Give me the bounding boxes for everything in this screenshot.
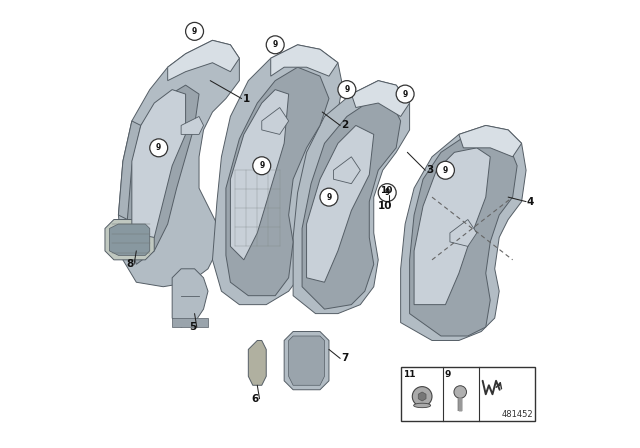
- Polygon shape: [307, 125, 374, 282]
- Text: 11: 11: [403, 370, 415, 379]
- Text: 481452: 481452: [502, 410, 534, 419]
- Text: 9: 9: [445, 370, 451, 379]
- Text: 9: 9: [259, 161, 264, 170]
- Polygon shape: [419, 392, 426, 401]
- Polygon shape: [410, 134, 517, 336]
- Polygon shape: [172, 318, 208, 327]
- Bar: [401, 367, 535, 421]
- Text: 9: 9: [385, 188, 390, 197]
- Circle shape: [150, 139, 168, 157]
- Circle shape: [186, 22, 204, 40]
- Polygon shape: [118, 40, 239, 287]
- Circle shape: [266, 36, 284, 54]
- Text: 8: 8: [126, 259, 133, 269]
- Text: 9: 9: [326, 193, 332, 202]
- Text: 9: 9: [156, 143, 161, 152]
- Polygon shape: [450, 220, 477, 246]
- Text: 7: 7: [341, 353, 348, 363]
- Polygon shape: [284, 332, 329, 390]
- Text: 10: 10: [378, 201, 392, 211]
- Polygon shape: [293, 81, 410, 314]
- Polygon shape: [333, 157, 360, 184]
- Polygon shape: [118, 121, 141, 220]
- Polygon shape: [414, 148, 490, 305]
- Polygon shape: [132, 90, 186, 237]
- Circle shape: [320, 188, 338, 206]
- Text: 3: 3: [426, 165, 433, 175]
- Polygon shape: [401, 125, 526, 340]
- Polygon shape: [105, 220, 154, 260]
- Circle shape: [338, 81, 356, 99]
- Polygon shape: [302, 99, 401, 309]
- Ellipse shape: [413, 403, 431, 408]
- Polygon shape: [459, 125, 522, 157]
- Text: 9: 9: [273, 40, 278, 49]
- Polygon shape: [127, 85, 199, 264]
- Text: 9: 9: [403, 90, 408, 99]
- Text: 2: 2: [341, 121, 348, 130]
- Polygon shape: [226, 67, 329, 296]
- Text: 6: 6: [252, 394, 259, 404]
- Polygon shape: [181, 116, 204, 134]
- Text: 9: 9: [443, 166, 448, 175]
- Polygon shape: [212, 45, 342, 305]
- Circle shape: [378, 184, 396, 202]
- Polygon shape: [230, 90, 289, 260]
- Text: 9: 9: [344, 85, 349, 94]
- Text: 4: 4: [527, 197, 534, 207]
- Text: 1: 1: [243, 94, 250, 103]
- Circle shape: [396, 85, 414, 103]
- Text: 10: 10: [380, 186, 392, 195]
- Circle shape: [454, 386, 467, 398]
- Circle shape: [412, 387, 432, 406]
- Polygon shape: [168, 40, 239, 81]
- Text: 5: 5: [189, 322, 196, 332]
- Polygon shape: [271, 45, 338, 76]
- Polygon shape: [262, 108, 289, 134]
- Polygon shape: [248, 340, 266, 385]
- Polygon shape: [109, 224, 150, 255]
- Text: 9: 9: [192, 27, 197, 36]
- Circle shape: [436, 161, 454, 179]
- Polygon shape: [289, 336, 324, 385]
- Polygon shape: [172, 269, 208, 327]
- Circle shape: [253, 157, 271, 175]
- Polygon shape: [351, 81, 410, 116]
